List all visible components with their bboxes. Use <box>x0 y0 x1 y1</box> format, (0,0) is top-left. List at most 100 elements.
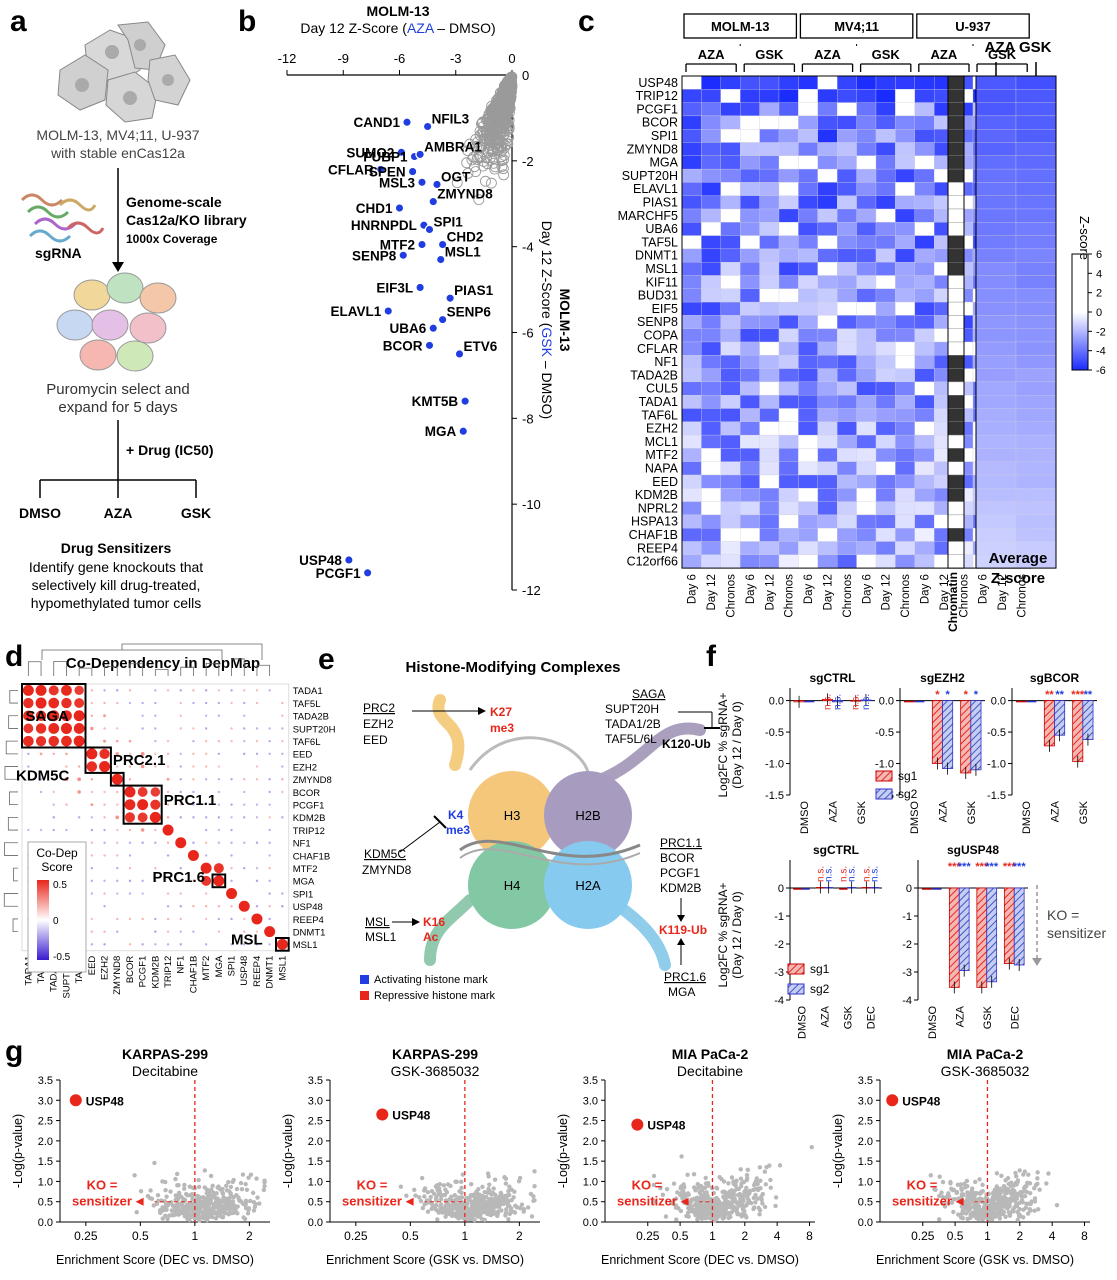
svg-text:H2B: H2B <box>575 808 600 823</box>
codep-dot <box>90 879 94 883</box>
panel-label-g: g <box>5 1035 24 1068</box>
volcano-point <box>950 1187 956 1193</box>
avg-cell <box>975 89 1017 103</box>
heat-cell <box>681 488 702 502</box>
codep-dot <box>128 866 132 870</box>
avg-cell <box>975 434 1017 449</box>
heat-cell <box>681 195 702 210</box>
volcano-ytick: 3.0 <box>38 1095 53 1107</box>
heat-cell <box>914 182 935 196</box>
codep-dot <box>166 765 170 768</box>
heat-cell <box>914 474 935 489</box>
volcano-point <box>426 1199 431 1204</box>
codep-row-label: MGA <box>293 877 315 888</box>
codep-dot <box>90 892 94 895</box>
volcano-point <box>737 1202 742 1208</box>
heat-cell <box>895 541 915 555</box>
heat-cell <box>759 208 780 223</box>
codep-dot <box>124 786 136 798</box>
volcano-point <box>422 1186 428 1191</box>
avg-cell <box>975 501 1017 516</box>
volcano-point <box>452 1193 458 1198</box>
codep-row-label: MSL1 <box>293 940 318 951</box>
codep-dot <box>204 841 208 844</box>
volcano-point <box>979 1196 985 1202</box>
avg-cell <box>1015 168 1057 183</box>
volcano-point <box>691 1196 697 1202</box>
avg-cell <box>975 315 1017 329</box>
heat-cell <box>856 315 877 329</box>
column-label: Chronos <box>958 574 970 618</box>
volcano-point <box>1032 1196 1038 1201</box>
codep-dot <box>213 863 224 874</box>
b-highlight-point <box>375 164 386 175</box>
heat-cell <box>759 142 780 156</box>
volcano-point <box>724 1211 729 1216</box>
scatter-b-cloud <box>451 71 518 206</box>
codep-dot <box>187 849 199 861</box>
heat-cell <box>681 301 702 316</box>
heat-cell <box>895 262 915 276</box>
volcano-plot: MIA PaCa-2Decitabine0.00.51.01.52.02.53.… <box>556 1046 815 1267</box>
heat-cell <box>817 102 838 117</box>
volcano-point <box>230 1179 235 1185</box>
svg-text:me3: me3 <box>446 823 470 837</box>
volcano-xtick: 0.5 <box>672 1229 689 1243</box>
volcano-point <box>440 1193 445 1198</box>
f-xtick: DMSO <box>927 1006 939 1039</box>
volcano-point <box>726 1181 731 1186</box>
volcano-point <box>727 1189 732 1194</box>
chromatin-cell <box>947 341 965 356</box>
codep-dot <box>204 714 208 717</box>
volcano-point <box>480 1184 485 1190</box>
volcano-point <box>492 1202 498 1207</box>
svg-text:ZMYND8: ZMYND8 <box>362 863 412 877</box>
heat-cell <box>681 395 702 409</box>
heat-cell <box>798 129 818 143</box>
volcano-point <box>174 1171 180 1177</box>
volcano-xtick: 8 <box>806 1229 813 1243</box>
volcano-point <box>419 1175 425 1181</box>
heat-cell <box>856 501 877 516</box>
heat-cell <box>720 248 741 263</box>
codep-dot <box>48 697 60 709</box>
volcano-point <box>149 1196 155 1201</box>
codep-dendrogram <box>3 643 271 933</box>
codep-dot <box>116 892 119 895</box>
volcano-point <box>745 1194 750 1199</box>
volcano-ytick: 2.0 <box>583 1136 598 1148</box>
heat-cell <box>759 75 780 90</box>
volcano-point <box>685 1210 691 1215</box>
heat-cell <box>875 275 896 289</box>
codep-dot <box>255 778 259 781</box>
volcano-point <box>962 1181 967 1187</box>
volcano-point <box>702 1185 708 1191</box>
heat-cell <box>798 222 818 236</box>
f-chart-title: sgCTRL <box>810 671 856 685</box>
volcano-point <box>999 1173 1004 1179</box>
volcano-point <box>1021 1215 1026 1220</box>
codep-dot <box>255 879 259 883</box>
gene-label: NF1 <box>654 355 678 369</box>
heat-cell <box>856 408 877 422</box>
svg-text:BCOR: BCOR <box>660 851 695 865</box>
volcano-xtick: 0.25 <box>74 1229 98 1243</box>
volcano-point <box>213 1199 219 1205</box>
chromatin-cell <box>947 142 965 157</box>
heat-cell <box>895 461 915 476</box>
infected-cells-icon <box>56 272 177 372</box>
column-label: Day 12 <box>706 574 718 610</box>
heat-cell <box>720 89 741 103</box>
volcano-xtick: 1 <box>192 1229 199 1243</box>
heat-cell <box>837 102 857 117</box>
chromatin-cell <box>947 89 965 103</box>
avg-cell <box>1015 421 1057 436</box>
b-highlight-point <box>383 306 394 316</box>
volcano-ylabel: -Log(p-value) <box>831 1114 845 1188</box>
codep-dot <box>90 689 94 692</box>
volcano-xtick: 1 <box>709 1229 716 1243</box>
avg-cell <box>1015 434 1057 449</box>
heat-cell <box>875 75 896 90</box>
